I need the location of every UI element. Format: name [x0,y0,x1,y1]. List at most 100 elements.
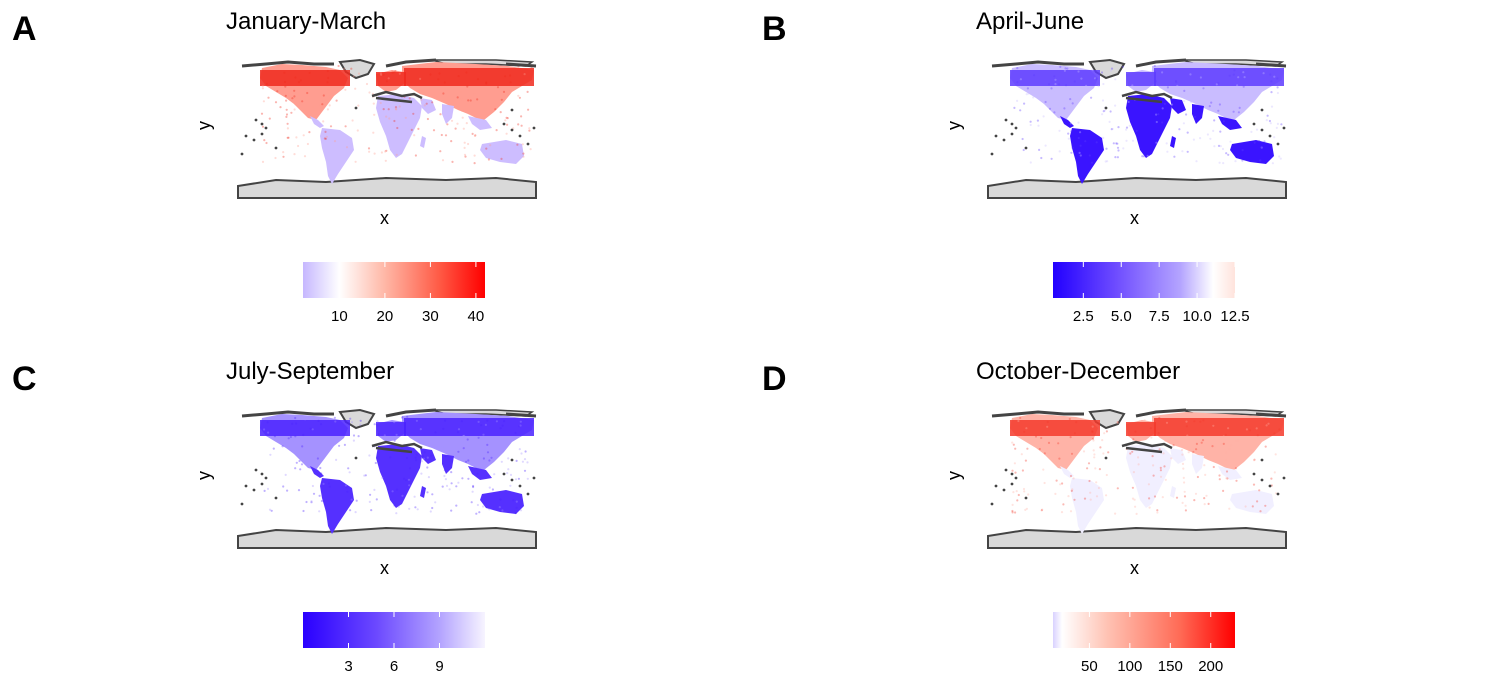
colorbar-tick-label: 50 [1081,658,1098,675]
arctic-coast [991,408,1287,418]
y-axis-label: y [194,471,214,480]
land-arabia [1170,98,1186,114]
land-madagascar [420,486,426,498]
colorbar-tick-label: 3 [344,658,353,675]
pacific-islands [240,106,536,156]
world-map [987,58,1287,199]
colorbar-tick-label: 20 [376,308,394,325]
panel-tag: D [762,360,787,398]
colorbar-tick-label: 100 [1117,658,1143,675]
land-arabia [1170,448,1186,464]
colorbar-tick-label: 30 [422,308,439,325]
land-central-america [310,116,324,128]
land-africa [1126,94,1172,158]
panel-tag: B [762,10,787,48]
panel-a: A January-March y x 10 20 30 40 [0,0,750,350]
land-se-asia [468,116,492,130]
land-south-america [1070,128,1104,184]
colorbar-fill [303,262,485,298]
colorbar-fill [1053,612,1235,648]
land-india [442,104,454,124]
land-south-america [1070,478,1104,534]
antarctica [237,176,537,199]
world-map [237,58,537,199]
colorbar-fill [303,612,485,648]
x-axis-label: x [1130,208,1139,228]
land-madagascar [1170,486,1176,498]
panel-d: D October-December y x 50 100 150 200 [750,350,1500,700]
colorbar [303,262,485,298]
panel-title: April-June [976,8,1085,35]
y-axis-label: y [944,121,964,130]
land-australia [480,490,524,514]
mediterranean-coast [371,440,423,454]
land-africa [1126,444,1172,508]
land-madagascar [420,136,426,148]
colorbar-tick-label: 200 [1198,658,1224,675]
land-australia [1230,490,1274,514]
colorbar [303,612,485,648]
land-central-america [1060,116,1074,128]
land-india [1192,104,1204,124]
land-arabia [420,98,436,114]
panel-title: July-September [226,358,395,385]
antarctica [237,526,537,549]
speckles [1011,416,1281,515]
panel-title: January-March [226,8,387,35]
land-india [442,454,454,474]
colorbar-fill [1053,262,1235,298]
colorbar-ticks: 2.5 5.0 7.5 10.0 12.5 [1053,308,1250,328]
colorbar-tick-label: 9 [435,658,444,675]
land-se-asia [1218,116,1242,130]
y-axis-label: y [944,471,964,480]
colorbar-tick-label: 12.5 [1220,308,1250,325]
land-madagascar [1170,136,1176,148]
panel-title: October-December [976,358,1181,385]
land-south-america [320,128,354,184]
colorbar-tick-label: 10.0 [1182,308,1212,325]
colorbar-tick-label: 10 [331,308,348,325]
colorbar-tick-label: 7.5 [1148,308,1170,325]
antarctica [987,526,1287,549]
land-africa [376,444,422,508]
mediterranean-coast [1121,440,1173,454]
colorbar-tick-label: 2.5 [1072,308,1094,325]
speckles [263,415,529,515]
pacific-islands [990,106,1286,156]
land-se-asia [1218,466,1242,480]
land-arabia [420,448,436,464]
colorbar-ticks: 3 6 9 [303,658,485,678]
panel-c: C July-September y x 3 6 9 [0,350,750,700]
land-central-america [1060,466,1074,478]
pacific-islands [240,456,536,506]
land-se-asia [468,466,492,480]
land-south-america [320,478,354,534]
pacific-islands [990,456,1286,506]
mediterranean-coast [1121,90,1173,104]
colorbar-ticks: 10 20 30 40 [303,308,485,328]
land-australia [1230,140,1274,164]
panel-tag: A [12,10,37,48]
land-africa [376,94,422,158]
colorbar [1053,612,1235,648]
arctic-coast [991,58,1287,68]
colorbar-ticks: 50 100 150 200 [1053,658,1235,678]
northern-band [1010,68,1284,86]
world-map [237,408,537,549]
northern-band [260,418,534,436]
land-india [1192,454,1204,474]
colorbar-tick-label: 40 [467,308,485,325]
panel-tag: C [12,360,37,398]
land-australia [480,140,524,164]
world-map [987,408,1287,549]
land-central-america [310,466,324,478]
colorbar-tick-label: 6 [389,658,399,675]
colorbar-tick-label: 150 [1157,658,1183,675]
arctic-coast [241,58,537,68]
x-axis-label: x [380,208,389,228]
colorbar-tick-label: 5.0 [1110,308,1132,325]
y-axis-label: y [194,121,214,130]
antarctica [987,176,1287,199]
mediterranean-coast [371,90,423,104]
arctic-coast [241,408,537,418]
